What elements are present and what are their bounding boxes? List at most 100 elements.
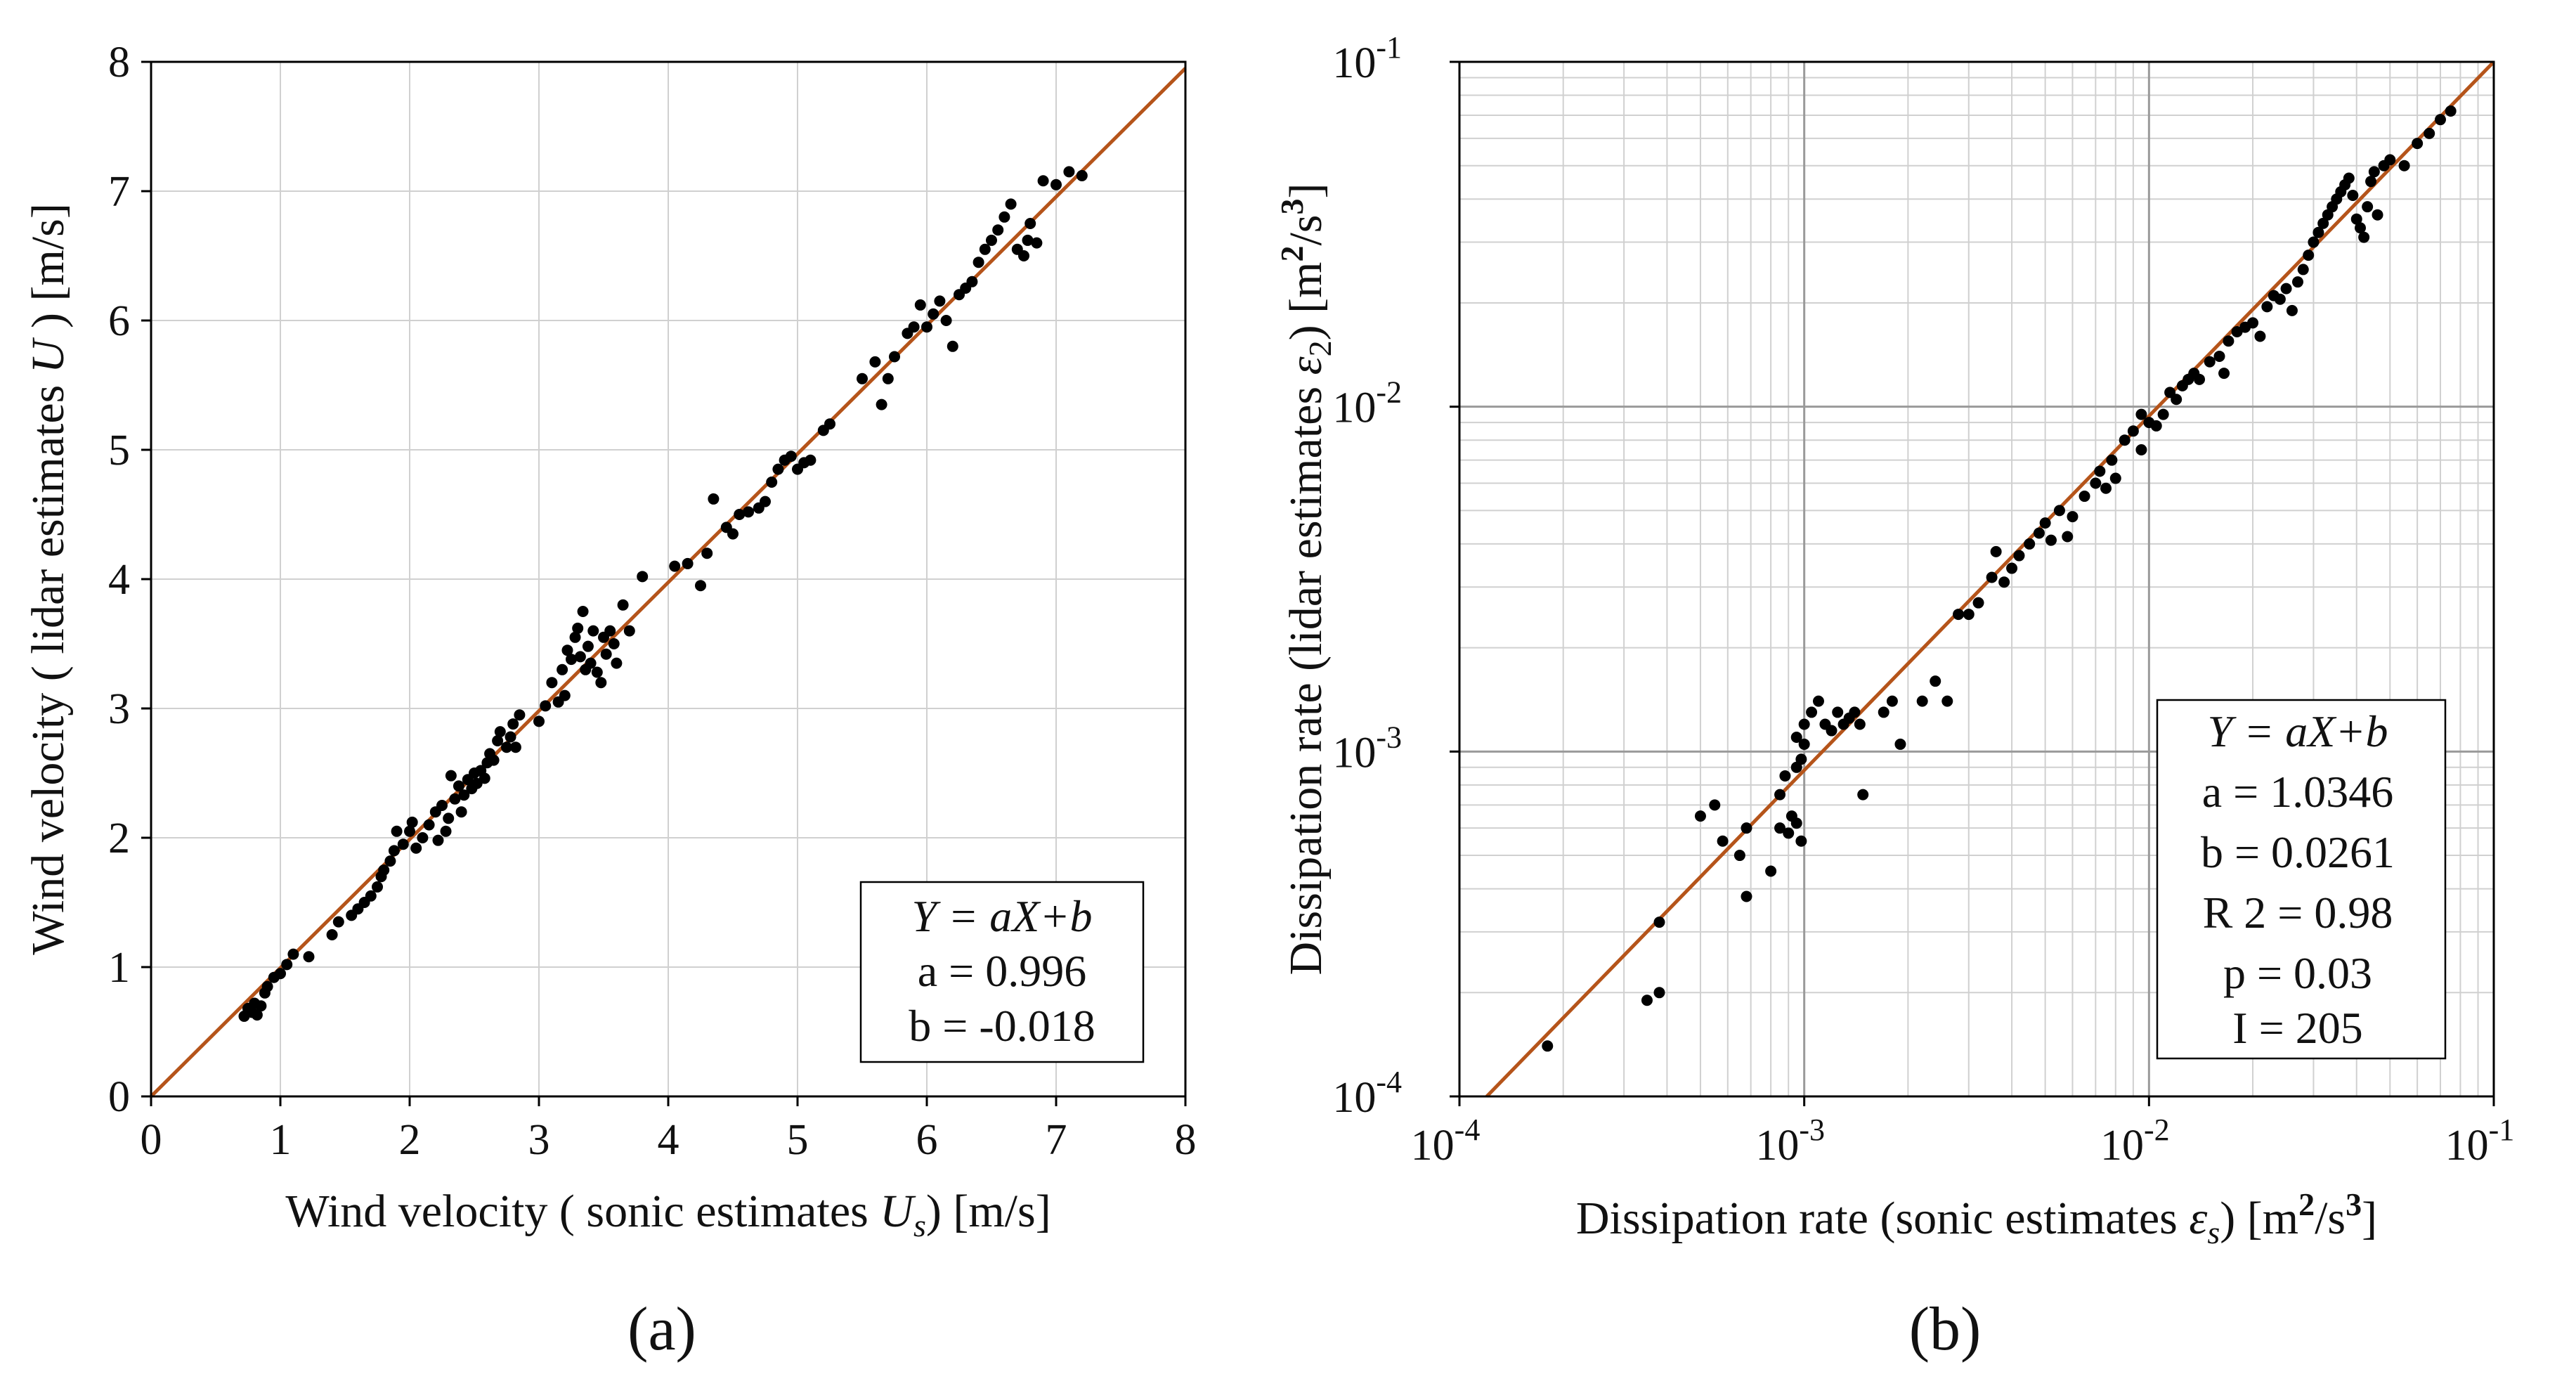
panel-b-data-point bbox=[1998, 576, 2010, 588]
panel-b-data-point bbox=[2261, 301, 2273, 313]
panel-a-data-point bbox=[604, 625, 616, 637]
panel-a-data-point bbox=[572, 622, 584, 634]
panel-b-data-point bbox=[2024, 538, 2036, 550]
panel-a-data-point bbox=[889, 351, 900, 363]
panel-b-data-point bbox=[1854, 718, 1866, 730]
panel-a-data-point bbox=[966, 276, 978, 287]
panel-a-ylabel-symbol: U bbox=[22, 337, 74, 373]
panel-b-data-point bbox=[2119, 434, 2131, 446]
panel-a-data-point bbox=[766, 477, 778, 488]
panel-b-ylabel-unit-c: ] bbox=[1280, 183, 1332, 199]
panel-b-data-point bbox=[1878, 706, 1889, 718]
panel-a-data-point bbox=[577, 606, 589, 617]
panel-b-x-tick-label: 10-2 bbox=[2100, 1113, 2170, 1170]
panel-a-y-tick-label: 8 bbox=[108, 39, 130, 86]
panel-a-data-point bbox=[727, 528, 739, 540]
panel-b-data-point bbox=[2350, 213, 2362, 225]
panel-b-data-point bbox=[2274, 293, 2286, 305]
panel-b: 10-4 10-3 10-2 10-1 10-4 10-3 10-2 10-1 Dissip… bbox=[1274, 30, 2514, 1363]
panel-a-data-point bbox=[332, 916, 344, 928]
panel-b-data-point bbox=[1953, 609, 1965, 621]
panel-a-xlabel-subscript: s bbox=[913, 1207, 926, 1243]
panel-a-data-point bbox=[251, 1009, 263, 1021]
panel-a-data-point bbox=[617, 599, 629, 611]
panel-b-data-point bbox=[2291, 276, 2303, 288]
panel-a-x-tick-label: 6 bbox=[916, 1116, 938, 1164]
panel-b-data-point bbox=[2317, 217, 2329, 229]
panel-b-data-point bbox=[2157, 408, 2169, 420]
panel-a-data-point bbox=[566, 654, 577, 666]
panel-b-data-point bbox=[2013, 550, 2025, 562]
panel-b-data-point bbox=[1542, 1040, 1554, 1052]
panel-b-data-point bbox=[1783, 827, 1795, 839]
panel-b-data-point bbox=[2194, 373, 2206, 385]
panel-a-x-tick-label: 1 bbox=[270, 1116, 292, 1164]
panel-a-data-point bbox=[261, 980, 273, 992]
panel-b-xlabel-unit-c: ] bbox=[2362, 1193, 2377, 1244]
panel-a-data-point bbox=[378, 864, 390, 876]
panel-a-data-point bbox=[1031, 237, 1043, 249]
panel-a-data-point bbox=[708, 493, 720, 505]
panel-a-x-ticks: 0 1 2 3 4 5 6 7 8 bbox=[141, 1096, 1197, 1164]
panel-a-data-point bbox=[546, 677, 558, 689]
panel-b-data-point bbox=[2372, 209, 2383, 221]
panel-b-x-tick-label: 10-3 bbox=[1755, 1113, 1825, 1170]
panel-b-legend: Y = aX+b a = 1.0346 b = 0.0261 R 2 = 0.9… bbox=[2156, 699, 2447, 1060]
panel-b-data-point bbox=[1774, 789, 1786, 801]
panel-a-y-tick-label: 2 bbox=[108, 815, 130, 862]
panel-a-data-point bbox=[1063, 166, 1075, 178]
panel-b-plot-frame bbox=[1458, 60, 2495, 1098]
panel-a-label: (a) bbox=[627, 1295, 696, 1363]
panel-a-data-point bbox=[514, 709, 526, 721]
panel-b-data-point bbox=[1798, 718, 1810, 730]
panel-a-data-point bbox=[582, 640, 594, 652]
panel-a-y-tick-label: 5 bbox=[108, 427, 130, 474]
panel-b-data-point bbox=[1798, 738, 1810, 750]
panel-b-legend-intercept: b = 0.0261 bbox=[2201, 827, 2395, 877]
panel-b-data-point bbox=[2127, 425, 2139, 437]
panel-b-data-point bbox=[2286, 304, 2298, 316]
panel-a-ylabel-text: Wind velocity ( lidar estimates bbox=[22, 373, 74, 955]
panel-b-data-point bbox=[2109, 472, 2121, 484]
panel-a-points bbox=[238, 166, 1088, 1022]
panel-a-data-point bbox=[423, 819, 435, 831]
panel-b-ylabel-subscript: 2 bbox=[1302, 340, 1338, 356]
panel-b-data-point bbox=[1795, 753, 1807, 765]
panel-a-data-point bbox=[561, 644, 573, 656]
panel-a-data-point bbox=[587, 625, 599, 637]
panel-b-y-tick-label: 10-4 bbox=[1332, 1065, 1402, 1122]
panel-a-data-point bbox=[449, 793, 461, 805]
panel-a-x-axis-title: Wind velocity ( sonic estimates Us) [m/s… bbox=[285, 1186, 1050, 1243]
panel-b-label: (b) bbox=[1909, 1295, 1982, 1363]
panel-a-data-point bbox=[509, 741, 521, 753]
panel-a-y-tick-label: 1 bbox=[108, 944, 130, 992]
panel-b-data-point bbox=[2067, 511, 2079, 523]
panel-b-data-point bbox=[1963, 609, 1975, 621]
panel-a-data-point bbox=[569, 631, 581, 643]
panel-b-xlabel-symbol: ε bbox=[2189, 1193, 2207, 1244]
panel-a-data-point bbox=[637, 571, 649, 583]
panel-a-data-point bbox=[1024, 218, 1036, 229]
panel-b-data-point bbox=[1972, 597, 1984, 609]
panel-a-data-point bbox=[992, 224, 1004, 236]
panel-a-data-point bbox=[255, 1000, 267, 1012]
panel-a-data-point bbox=[743, 506, 755, 518]
panel-a-data-point bbox=[701, 548, 713, 559]
panel-b-legend-p-value: p = 0.03 bbox=[2223, 948, 2372, 998]
panel-a-x-tick-label: 7 bbox=[1046, 1116, 1067, 1164]
panel-a-data-point bbox=[404, 825, 415, 837]
panel-a-data-point bbox=[785, 451, 797, 462]
panel-b-data-point bbox=[1774, 822, 1786, 834]
panel-b-ylabel-symbol: ε bbox=[1280, 356, 1332, 375]
panel-a-data-point bbox=[406, 816, 418, 828]
panel-a-data-point bbox=[914, 299, 926, 311]
panel-b-xlabel-text: Dissipation rate (sonic estimates bbox=[1576, 1193, 2189, 1244]
panel-b-x-ticks: 10-4 10-3 10-2 10-1 bbox=[1411, 1096, 2514, 1170]
panel-a-data-point bbox=[384, 855, 396, 867]
panel-b-data-point bbox=[2384, 154, 2396, 166]
panel-a-data-point bbox=[501, 741, 512, 753]
panel-b-y-tick-label: 10-1 bbox=[1332, 30, 1402, 87]
panel-b-data-point bbox=[1857, 789, 1869, 801]
panel-b-data-point bbox=[1641, 994, 1653, 1006]
panel-a-data-point bbox=[507, 718, 519, 730]
